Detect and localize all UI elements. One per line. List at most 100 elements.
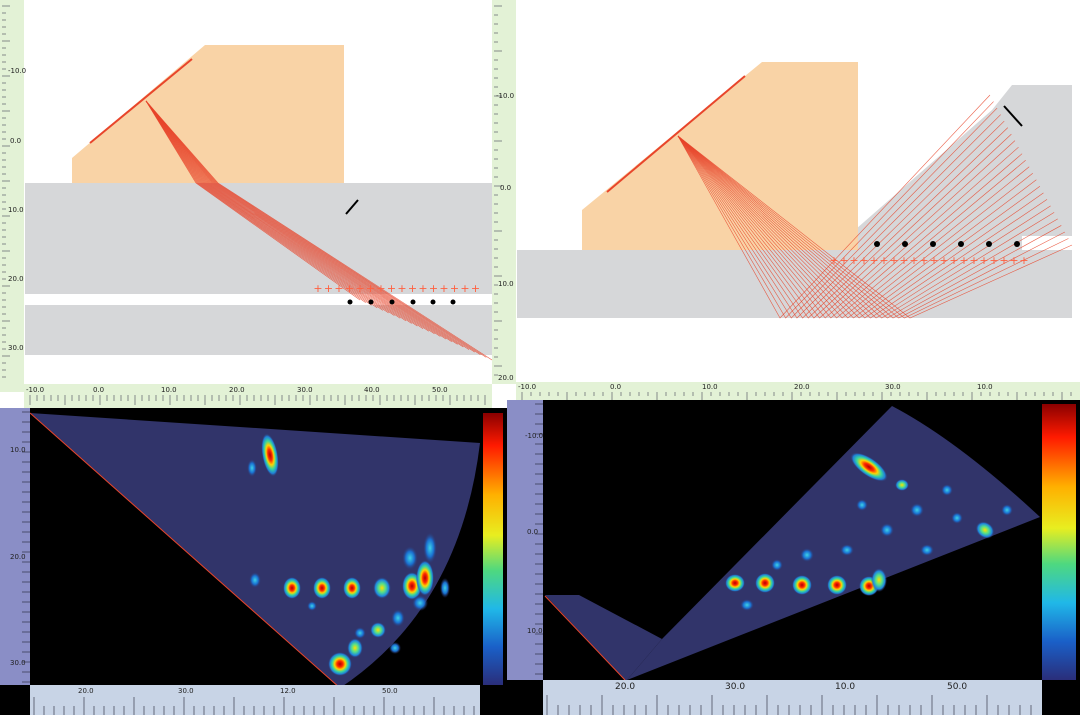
ray-path: [677, 135, 1016, 319]
ray-path: [677, 114, 1001, 319]
ray-path: [677, 135, 1023, 319]
br-h-label-1: 30.0: [725, 682, 745, 692]
focus-plus-marker: +: [334, 282, 343, 295]
tr-v-label-1: 0.0: [500, 184, 511, 192]
target-dots: [874, 241, 1020, 247]
indication-blob: [792, 575, 812, 595]
amplitude-color-bar: [1042, 404, 1076, 680]
tr-h-label-0: -10.0: [518, 383, 536, 391]
wedge: [582, 62, 858, 250]
probe-element-array: [89, 58, 193, 144]
indication-blob: [856, 499, 868, 511]
ray-path: [677, 135, 1033, 319]
bottom-left-scan-panel: 10.0 20.0 30.0 20.0 30.0 12.0 50.0: [0, 408, 507, 715]
top-right-svg: + + + + + + + + + + + + + + + + + + + + -10.0 0.0 10.0 20.0…: [492, 0, 1080, 400]
top-right-ray-panel: + + + + + + + + + + + + + + + + + + + + -10.0 0.0 10.0 20.0…: [492, 0, 1080, 400]
indication-blob: [416, 560, 434, 596]
target-dot: [930, 241, 936, 247]
tl-h-label-0: -10.0: [26, 386, 44, 394]
top-left-vertical-ruler: [0, 0, 24, 392]
ray-path: [677, 135, 1051, 319]
focus-plus-marker: +: [899, 254, 908, 267]
focus-plus-marker: +: [1009, 254, 1018, 267]
target-dot: [450, 299, 456, 305]
sector-edge-line: [29, 412, 341, 689]
tr-v-label-3: 20.0: [498, 374, 514, 382]
ray-path: [677, 135, 1041, 319]
ray-path: [677, 135, 1066, 319]
focus-plus-marker: +: [959, 254, 968, 267]
indication-blob: [800, 548, 814, 562]
tr-v-label-0: -10.0: [496, 92, 514, 100]
target-dot: [347, 299, 353, 305]
top-left-ray-panel: + + + + + + + + + + + + + + + + -10.0 0.0 10.0 20.0 30.…: [0, 0, 492, 408]
indication-blob: [975, 521, 995, 539]
focus-plus-marker: +: [376, 282, 385, 295]
target-dot: [958, 241, 964, 247]
tr-h-label-1: 0.0: [610, 383, 621, 391]
focus-plus-marker: +: [450, 282, 459, 295]
focus-plus-marker: +: [345, 282, 354, 295]
focus-plus-marker: +: [839, 254, 848, 267]
indication-blob: [840, 544, 854, 556]
indication-blob: [440, 578, 450, 598]
focus-plus-marker: +: [313, 282, 322, 295]
tl-h-label-4: 30.0: [297, 386, 313, 394]
probe-element-array: [606, 75, 746, 193]
reference-marker: [1003, 105, 1023, 127]
focus-plus-markers: + + + + + + + + + + + + + + + +: [313, 282, 480, 295]
indication-blob: [412, 595, 428, 611]
ray-path: [677, 107, 998, 319]
sector-edge-line: [544, 595, 626, 681]
tl-h-label-5: 40.0: [364, 386, 380, 394]
indication-blob: [402, 546, 418, 570]
target-dot: [874, 241, 880, 247]
indication-blob: [249, 572, 261, 588]
indication-blob: [354, 627, 366, 639]
indication-blob: [261, 433, 279, 477]
indication-blob: [725, 574, 745, 592]
br-v-label-2: 10.0: [527, 627, 543, 635]
focus-plus-markers: + + + + + + + + + + + + + + + + + + + +: [829, 254, 1028, 267]
bl-v-label-1: 20.0: [10, 553, 26, 561]
focus-plus-marker: +: [989, 254, 998, 267]
bl-h-label-3: 50.0: [382, 687, 398, 695]
target-dot: [368, 299, 374, 305]
indication-blobs: [247, 433, 450, 676]
scan-sector: [30, 413, 480, 688]
bottom-right-scan-panel: -10.0 0.0 10.0 20.0 30.0 10.0 50.0: [507, 400, 1080, 715]
focus-plus-marker: +: [397, 282, 406, 295]
focus-plus-marker: +: [919, 254, 928, 267]
tl-h-label-3: 20.0: [229, 386, 245, 394]
tl-h-label-6: 50.0: [432, 386, 448, 394]
target-dot: [1014, 241, 1020, 247]
focus-plus-marker: +: [949, 254, 958, 267]
ray-path: [677, 135, 1058, 319]
ray-path: [677, 127, 1009, 319]
br-v-label-0: -10.0: [525, 432, 543, 440]
indication-blob: [423, 532, 437, 564]
top-right-vertical-ruler: [492, 0, 516, 384]
bottom-right-vertical-ruler: [507, 400, 543, 680]
focus-plus-marker: +: [969, 254, 978, 267]
tl-v-label-4: 30.0: [8, 344, 24, 352]
bl-v-label-0: 10.0: [10, 446, 26, 454]
indication-blob: [373, 577, 391, 599]
br-h-label-0: 20.0: [615, 682, 635, 692]
bl-h-label-0: 20.0: [78, 687, 94, 695]
target-dot: [902, 241, 908, 247]
top-left-ray-fan: [145, 100, 492, 361]
bl-h-label-2: 12.0: [280, 687, 296, 695]
indication-blob: [755, 573, 775, 593]
tl-v-label-2: 10.0: [8, 206, 24, 214]
indication-blob: [370, 622, 386, 638]
ray-path: [677, 135, 1069, 319]
focus-plus-marker: +: [979, 254, 988, 267]
bottom-right-horizontal-ruler: [543, 680, 1042, 715]
focus-plus-marker: +: [439, 282, 448, 295]
br-v-label-1: 0.0: [527, 528, 538, 536]
ray-path: [677, 135, 1026, 319]
focus-plus-marker: +: [418, 282, 427, 295]
steel-plate-lower: [25, 305, 492, 355]
focus-plus-marker: +: [1019, 254, 1028, 267]
